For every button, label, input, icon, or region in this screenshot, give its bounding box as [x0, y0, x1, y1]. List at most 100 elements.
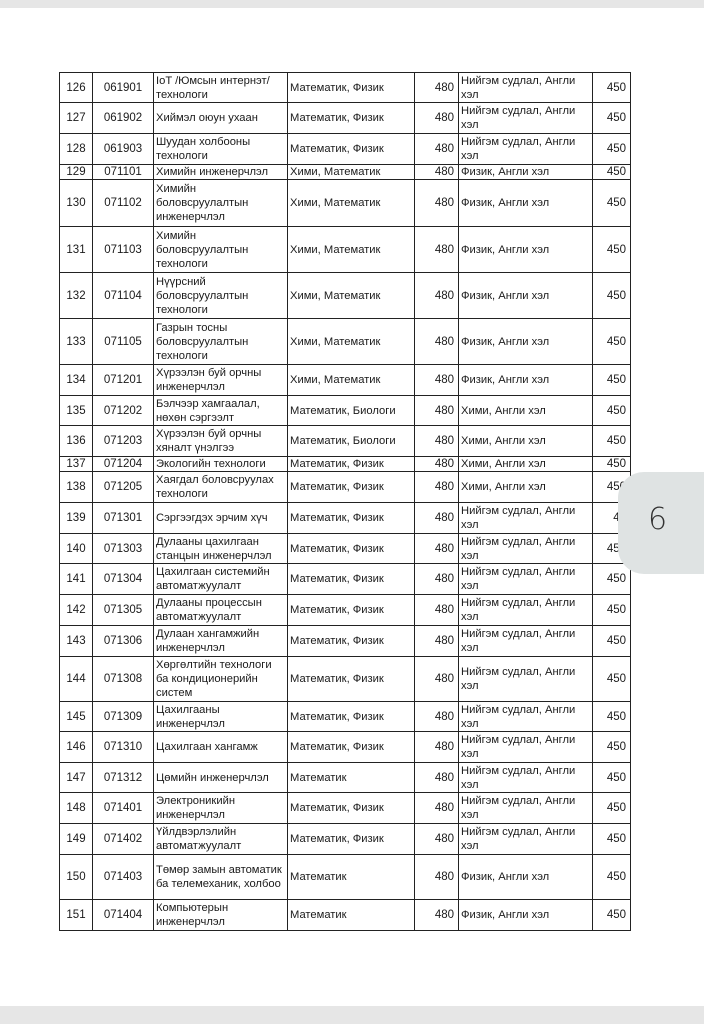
table-row: 151 071404 Компьютерын инженерчлэл Математи… — [59, 899, 631, 931]
program-code: 071402 — [92, 823, 154, 855]
program-code: 071403 — [92, 854, 154, 900]
row-number: 144 — [59, 656, 93, 702]
alternative-score: 450 — [592, 823, 631, 855]
program-code: 071301 — [92, 502, 154, 534]
alternative-score: 450 — [592, 854, 631, 900]
alternative-subjects: Нийгэм судлал, Англи хэл — [458, 823, 593, 855]
program-name: Газрын тосны боловсруулалтын технологи — [153, 318, 288, 365]
required-subjects: Математик, Физик — [287, 792, 415, 824]
alternative-subjects: Нийгэм судлал, Англи хэл — [458, 502, 593, 534]
required-subjects: Хими, Математик — [287, 179, 415, 227]
program-code: 071105 — [92, 318, 154, 365]
row-number: 145 — [59, 701, 93, 732]
table-row: 147 071312 Цөмийн инженерчлэл Математик 480 Н… — [59, 762, 631, 793]
program-name: Төмөр замын автоматик ба телемеханик, хо… — [153, 854, 288, 900]
alternative-subjects: Нийгэм судлал, Англи хэл — [458, 625, 593, 657]
top-edge — [0, 0, 704, 8]
program-code: 071306 — [92, 625, 154, 657]
program-code: 061901 — [92, 72, 154, 103]
program-name: Дулааны процессын автоматжуулалт — [153, 594, 288, 626]
table-row: 128 061903 Шуудан холбооны технологи Матема… — [59, 133, 631, 165]
required-subjects: Математик, Физик — [287, 823, 415, 855]
required-subjects: Математик, Физик — [287, 731, 415, 763]
alternative-subjects: Физик, Англи хэл — [458, 179, 593, 227]
row-number: 148 — [59, 792, 93, 824]
required-score: 480 — [414, 179, 459, 227]
required-subjects: Математик, Биологи — [287, 395, 415, 426]
required-score: 480 — [414, 625, 459, 657]
row-number: 138 — [59, 471, 93, 503]
page-number-tab[interactable]: 6 — [618, 472, 704, 574]
row-number: 133 — [59, 318, 93, 365]
required-subjects: Математик, Физик — [287, 594, 415, 626]
required-subjects: Хими, Математик — [287, 272, 415, 319]
program-code: 061903 — [92, 133, 154, 165]
required-score: 480 — [414, 502, 459, 534]
required-score: 480 — [414, 594, 459, 626]
table-row: 131 071103 Химийн боловсруулалтын технолог… — [59, 226, 631, 273]
row-number: 150 — [59, 854, 93, 900]
required-score: 480 — [414, 226, 459, 273]
table-row: 127 061902 Хиймэл оюун ухаан Математик, Физ… — [59, 102, 631, 134]
program-code: 071203 — [92, 425, 154, 457]
alternative-score: 450 — [592, 762, 631, 793]
program-name: Цөмийн инженерчлэл — [153, 762, 288, 793]
alternative-subjects: Хими, Англи хэл — [458, 395, 593, 426]
program-name: Экологийн технологи — [153, 456, 288, 472]
row-number: 132 — [59, 272, 93, 319]
alternative-score: 450 — [592, 179, 631, 227]
alternative-subjects: Хими, Англи хэл — [458, 456, 593, 472]
program-name: Дулаан хангамжийн инженерчлэл — [153, 625, 288, 657]
required-subjects: Математик, Физик — [287, 471, 415, 503]
table-row: 132 071104 Нүүрсний боловсруулалтын технол… — [59, 272, 631, 319]
required-score: 480 — [414, 318, 459, 365]
required-subjects: Математик, Физик — [287, 456, 415, 472]
row-number: 130 — [59, 179, 93, 227]
table-row: 143 071306 Дулаан хангамжийн инженерчлэл Ма… — [59, 625, 631, 657]
alternative-score: 450 — [592, 625, 631, 657]
program-code: 071101 — [92, 164, 154, 180]
required-subjects: Математик, Физик — [287, 102, 415, 134]
alternative-subjects: Физик, Англи хэл — [458, 854, 593, 900]
program-code: 071204 — [92, 456, 154, 472]
row-number: 127 — [59, 102, 93, 134]
program-code: 071304 — [92, 563, 154, 595]
alternative-subjects: Нийгэм судлал, Англи хэл — [458, 102, 593, 134]
alternative-subjects: Физик, Англи хэл — [458, 226, 593, 273]
required-score: 480 — [414, 656, 459, 702]
table-row: 150 071403 Төмөр замын автоматик ба телеме… — [59, 854, 631, 900]
alternative-score: 450 — [592, 656, 631, 702]
row-number: 146 — [59, 731, 93, 763]
alternative-subjects: Нийгэм судлал, Англи хэл — [458, 133, 593, 165]
alternative-score: 450 — [592, 899, 631, 931]
table-row: 145 071309 Цахилгааны инженерчлэл Математик… — [59, 701, 631, 732]
program-name: Хиймэл оюун ухаан — [153, 102, 288, 134]
required-subjects: Математик — [287, 854, 415, 900]
alternative-subjects: Нийгэм судлал, Англи хэл — [458, 731, 593, 763]
required-score: 480 — [414, 395, 459, 426]
program-name: Сэргээгдэх эрчим хүч — [153, 502, 288, 534]
alternative-score: 450 — [592, 226, 631, 273]
alternative-score: 450 — [592, 701, 631, 732]
table-row: 144 071308 Хөргөлтийн технологи ба кондици… — [59, 656, 631, 702]
alternative-score: 450 — [592, 731, 631, 763]
alternative-score: 450 — [592, 318, 631, 365]
required-subjects: Математик, Физик — [287, 133, 415, 165]
table-row: 138 071205 Хаягдал боловсруулах технологи М… — [59, 471, 631, 503]
program-code: 071309 — [92, 701, 154, 732]
row-number: 128 — [59, 133, 93, 165]
program-name: Нүүрсний боловсруулалтын технологи — [153, 272, 288, 319]
program-name: Химийн боловсруулалтын технологи — [153, 226, 288, 273]
alternative-score: 450 — [592, 364, 631, 396]
program-name: Компьютерын инженерчлэл — [153, 899, 288, 931]
alternative-score: 450 — [592, 425, 631, 457]
alternative-score: 450 — [592, 72, 631, 103]
row-number: 129 — [59, 164, 93, 180]
table-row: 133 071105 Газрын тосны боловсруулалтын те… — [59, 318, 631, 365]
program-name: Шуудан холбооны технологи — [153, 133, 288, 165]
program-name: IoT /Юмсын интернэт/ технологи — [153, 72, 288, 103]
required-subjects: Математик — [287, 762, 415, 793]
row-number: 131 — [59, 226, 93, 273]
row-number: 147 — [59, 762, 93, 793]
required-subjects: Хими, Математик — [287, 164, 415, 180]
